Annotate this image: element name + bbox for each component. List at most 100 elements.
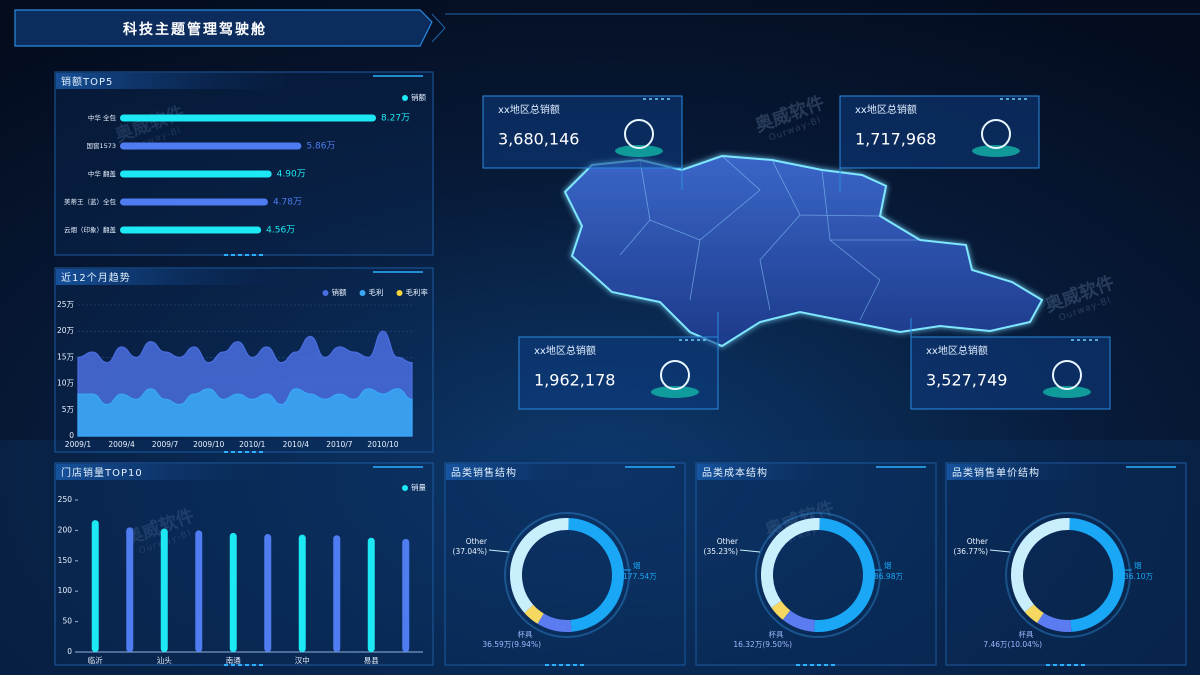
y-tick-label: 20万 (57, 326, 75, 335)
y-tick-label: 中华 全包 (88, 113, 117, 122)
donut-halo (755, 512, 881, 638)
slice-label: (35.23%) (704, 547, 739, 556)
y-tick-label: 15万 (57, 352, 75, 361)
slice-name: 烟 (1134, 561, 1142, 570)
panel-title-bar (56, 464, 283, 480)
bar (126, 527, 134, 652)
kpi-icon (660, 360, 690, 390)
panel (54, 462, 434, 666)
kpi-value: 3,527,749 (926, 371, 1007, 390)
bar (120, 226, 262, 234)
y-tick-label: 0 (67, 647, 72, 656)
donut-slice (537, 613, 572, 632)
panel-title: 门店销量TOP10 (61, 466, 143, 479)
map (563, 154, 1044, 348)
value-label: 8.27万 (381, 114, 410, 124)
legend-dot (359, 290, 366, 296)
bar (229, 532, 237, 652)
y-tick-label: 25万 (57, 300, 75, 309)
panel-title-bar (446, 464, 590, 480)
value-label: 4.56万 (266, 226, 295, 236)
leader (488, 549, 510, 553)
bar (91, 520, 99, 652)
map-borders (619, 155, 920, 321)
y-tick-label: 5万 (62, 405, 75, 414)
slice-name: Other (466, 537, 488, 546)
donut-slice (1069, 518, 1125, 632)
header-frame (14, 9, 433, 47)
panel (945, 462, 1187, 666)
y-tick-label: 50 (62, 617, 72, 626)
panel-title: 品类销售单价结构 (952, 466, 1040, 479)
kpi-icon-base (651, 386, 699, 398)
x-tick-label: 2010/1 (239, 440, 266, 449)
legend-label: 毛利率 (406, 287, 429, 297)
kpi-icon (624, 119, 654, 149)
x-tick-label: 2010/7 (326, 440, 353, 449)
header-title: 科技主题管理驾驶舱 (123, 21, 267, 38)
x-tick-label: 2010/4 (283, 440, 310, 449)
donut-slice (1037, 612, 1072, 632)
x-tick-label: 临沂 (88, 655, 103, 665)
kpi-icon (981, 119, 1011, 149)
donut-slice (568, 518, 624, 632)
panel-title: 品类成本结构 (702, 466, 768, 479)
slice-label: 86.98万 (874, 572, 903, 581)
slice-label: 36.10万 (1124, 572, 1153, 581)
y-tick-label: 0 (69, 431, 74, 440)
donut-halo (1005, 512, 1131, 638)
bar (298, 534, 306, 652)
donut-slice (510, 518, 569, 613)
panel-title-bar (56, 73, 283, 89)
bar (120, 170, 272, 178)
slice-label: 16.32万(9.50%) (733, 640, 792, 649)
bar (264, 534, 272, 652)
legend-dot (396, 290, 403, 296)
kpi-label: xx地区总销额 (926, 344, 988, 357)
slice-name: Other (967, 537, 989, 546)
legend-label: 销额 (411, 92, 426, 102)
y-tick-label: 云烟（印象）翻盖 (64, 225, 117, 234)
bar (160, 528, 168, 652)
bar (120, 198, 268, 206)
y-tick-label: 150 (58, 556, 73, 565)
x-tick-label: 2010/10 (367, 440, 398, 449)
y-tick-label: 国窖1573 (86, 141, 116, 150)
x-tick-label: 2009/4 (108, 440, 135, 449)
bar (195, 530, 203, 652)
slice-label: 177.54万 (623, 572, 657, 581)
panel-title: 品类销售结构 (451, 466, 517, 479)
panel-title: 近12个月趋势 (61, 271, 131, 284)
slice-name: 杯具 (769, 629, 784, 639)
panel-title-bar (56, 269, 283, 285)
y-tick-label: 100 (58, 586, 73, 595)
panel (444, 462, 686, 666)
panel-title-bar (947, 464, 1091, 480)
slice-label: 36.59万(9.94%) (482, 640, 541, 649)
slice-name: Other (717, 537, 739, 546)
panel (54, 71, 434, 256)
value-label: 4.90万 (277, 170, 306, 180)
panel (695, 462, 937, 666)
slice-name: 杯具 (1019, 629, 1035, 639)
kpi-value: 1,962,178 (534, 371, 615, 390)
slice-name: 杯具 (518, 629, 533, 639)
bar (120, 114, 376, 122)
bar (333, 535, 341, 652)
legend-label: 销量 (411, 482, 426, 492)
donut-slice (771, 600, 791, 620)
y-tick-label: 中华 翻盖 (88, 169, 117, 178)
x-tick-label: 2009/1 (65, 440, 92, 449)
y-tick-label: 10万 (57, 379, 75, 388)
kpi-label: xx地区总销额 (855, 103, 917, 116)
kpi-icon (1052, 360, 1082, 390)
leader (739, 549, 761, 553)
donut-slice (814, 518, 875, 632)
panel-title: 销额TOP5 (61, 75, 113, 88)
value-label: 4.78万 (273, 198, 302, 208)
slice-name: 烟 (884, 561, 892, 570)
donut-slice (1024, 604, 1044, 623)
slice-label: (36.77%) (954, 547, 989, 556)
